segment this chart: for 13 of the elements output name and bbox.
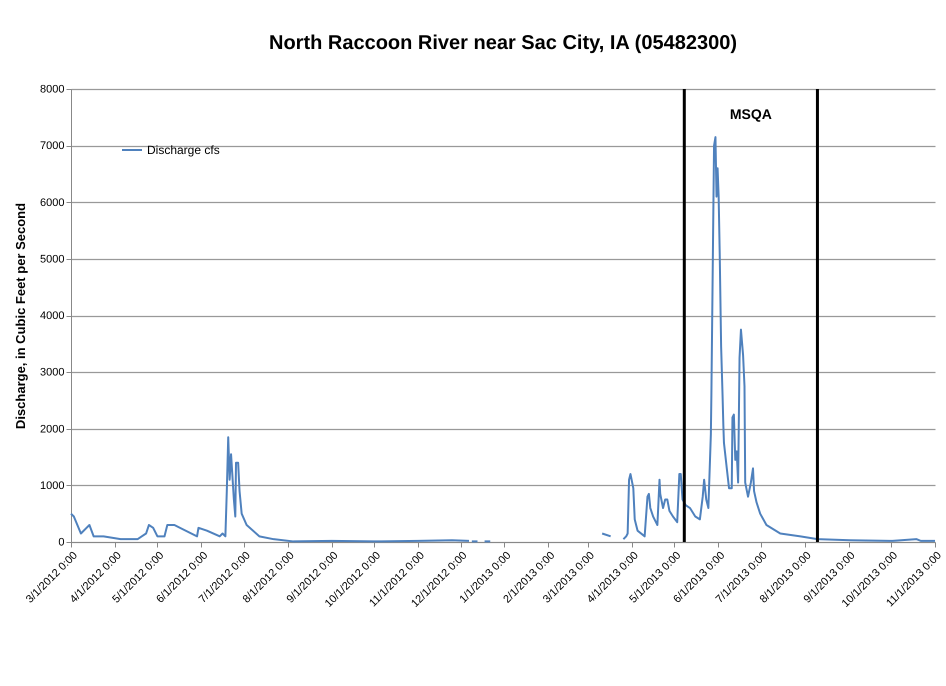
y-tick-label: 3000: [40, 366, 64, 379]
y-tick-label: 7000: [40, 140, 64, 152]
y-axis-title: Discharge, in Cubic Feet per Second: [13, 202, 28, 430]
y-tick-label: 8000: [40, 84, 64, 96]
y-tick-label: 1000: [40, 480, 64, 492]
y-tick-label: 0: [58, 536, 64, 548]
legend-label: Discharge cfs: [147, 143, 220, 157]
y-tick-label: 6000: [40, 196, 64, 209]
y-tick-label: 5000: [40, 253, 64, 266]
y-tick-label: 2000: [40, 423, 64, 436]
y-tick-label: 4000: [40, 310, 64, 322]
chart-title: North Raccoon River near Sac City, IA (05482300): [269, 32, 737, 54]
annotation: MSQA: [730, 106, 772, 122]
